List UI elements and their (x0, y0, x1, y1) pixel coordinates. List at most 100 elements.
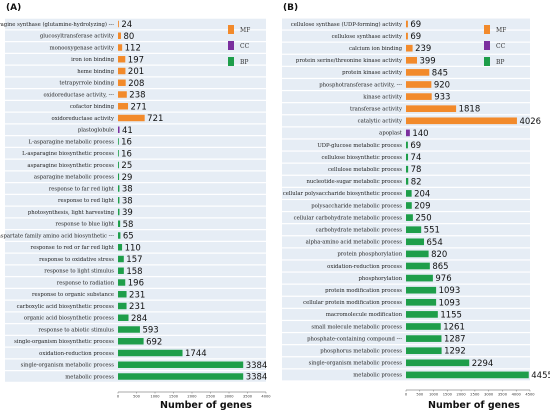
bar (118, 302, 127, 310)
bar (406, 274, 433, 282)
bar (406, 81, 432, 88)
bar (118, 326, 140, 333)
value-label: 820 (431, 250, 447, 260)
bar (118, 361, 244, 368)
bar (406, 250, 429, 258)
category-label: glucosyltransferase activity (40, 34, 114, 40)
category-label: single-organism metabolic process (21, 363, 115, 369)
bar (406, 153, 409, 161)
bar (118, 197, 120, 204)
value-label: 38 (122, 185, 133, 195)
bar (406, 298, 437, 306)
value-label: 201 (128, 67, 144, 77)
category-label: oxidoreductase activity, --- (44, 92, 115, 98)
x-tick-label: 3500 (243, 395, 253, 399)
bar (118, 244, 123, 251)
category-label: response to organic substance (32, 292, 114, 298)
row-band (5, 241, 266, 253)
bar (118, 291, 127, 298)
value-label: 39 (122, 208, 133, 218)
category-label: carbohydrate metabolic process (316, 228, 403, 234)
value-label: 933 (434, 93, 450, 103)
category-label: heme binding (77, 69, 114, 75)
x-tick-label: 3500 (498, 393, 508, 397)
bar (406, 117, 517, 125)
category-label: protein phosphorylation (337, 252, 402, 258)
value-label: 976 (435, 274, 451, 284)
row-band (5, 288, 266, 300)
row-band (5, 194, 266, 206)
category-label: apoplast (379, 131, 403, 137)
legend-swatch (484, 57, 490, 66)
value-label: 3384 (246, 373, 268, 383)
category-label: cellular protein modification process (303, 300, 402, 306)
bar (406, 190, 412, 197)
value-label: 654 (427, 238, 443, 248)
value-label: 399 (419, 56, 435, 66)
category-label: nucleotide-sugar metabolic process (306, 179, 402, 185)
x-tick-label: 4000 (512, 393, 522, 397)
row-band (5, 171, 266, 183)
value-label: 157 (126, 255, 142, 265)
value-label: 551 (424, 226, 440, 236)
category-label: single-organism metabolic process (309, 361, 403, 367)
legend-label: BP (496, 59, 504, 66)
bar (118, 232, 121, 239)
category-label: small molecule metabolic process (311, 324, 402, 330)
category-label: polysaccharide metabolic process (311, 203, 402, 209)
value-label: 24 (121, 20, 132, 30)
bar (118, 314, 129, 321)
legend-label: CC (240, 43, 250, 50)
value-label: 721 (147, 114, 163, 124)
bar (406, 347, 442, 355)
category-label: protein serine/threonine kinase activity (296, 58, 402, 64)
value-label: 845 (432, 68, 448, 78)
category-label: L-asparagine biosynthetic process (22, 151, 114, 157)
value-label: 4026 (519, 117, 541, 127)
bar (118, 138, 119, 145)
value-label: 1261 (443, 323, 465, 333)
value-label: 82 (411, 177, 422, 187)
bar (118, 56, 126, 63)
value-label: 1287 (444, 335, 466, 345)
row-band (5, 218, 266, 230)
x-tick-label: 500 (133, 395, 141, 399)
value-label: 920 (434, 81, 450, 91)
category-label: oxidation-reduction process (39, 351, 114, 357)
x-tick-label: 3000 (224, 395, 234, 399)
category-label: cellular carbohydrate metabolic process (294, 215, 403, 221)
category-label: cellulose synthase (UDP-forming) activit… (291, 21, 402, 28)
row-band (5, 77, 266, 89)
value-label: 593 (142, 326, 158, 336)
row-band (5, 18, 266, 30)
value-label: 231 (129, 302, 145, 312)
bar (118, 91, 127, 98)
value-label: 140 (412, 129, 428, 139)
category-label: cofactor binding (70, 104, 115, 110)
value-label: 41 (122, 126, 133, 136)
value-label: 112 (125, 44, 141, 54)
value-label: 1292 (444, 347, 466, 357)
x-tick-label: 1000 (429, 393, 439, 397)
value-label: 29 (122, 173, 133, 183)
x-tick-label: 1500 (169, 395, 179, 399)
bar (406, 141, 408, 149)
bar (406, 323, 441, 330)
row-band (5, 65, 266, 77)
x-tick-label: 2000 (457, 393, 467, 397)
legend-swatch (484, 25, 490, 34)
value-label: 38 (122, 196, 133, 206)
x-tick-label: 4000 (261, 395, 271, 399)
bar (118, 255, 124, 263)
category-label: photosynthesis, light harvesting (28, 210, 115, 216)
category-label: oxidoreductase activity (52, 116, 114, 122)
row-band (5, 277, 266, 288)
category-label: catalytic activity (358, 119, 402, 125)
category-label: asparagine biosynthetic process (27, 163, 114, 169)
row-band (5, 42, 266, 53)
row-band (5, 183, 266, 194)
category-label: calcium ion binding (349, 46, 403, 52)
category-label: organic acid biosynthetic process (24, 316, 114, 322)
bar (406, 371, 529, 379)
bar (406, 286, 437, 294)
